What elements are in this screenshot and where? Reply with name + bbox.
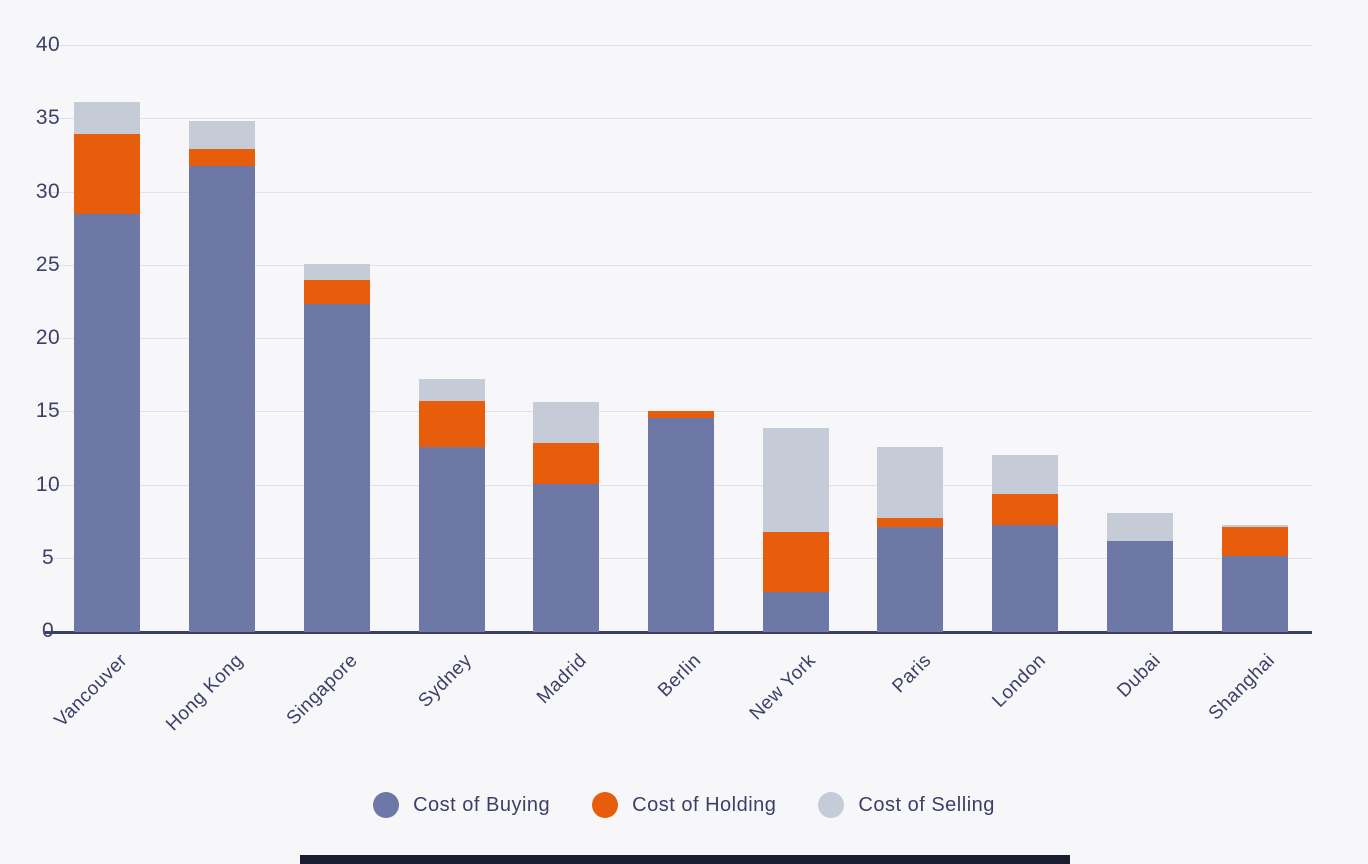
legend-swatch-selling-icon: [818, 792, 845, 818]
bar-segment-buying: [992, 525, 1059, 632]
bar-segment-buying: [762, 592, 829, 632]
legend: Cost of Buying Cost of Holding Cost of S…: [0, 792, 1368, 818]
x-axis-label: Hong Kong: [161, 650, 247, 736]
legend-label-selling: Cost of Selling: [858, 793, 995, 816]
bar-segment-selling: [74, 101, 141, 134]
y-axis-tick-label: 20: [35, 326, 61, 349]
legend-label-buying: Cost of Buying: [413, 793, 551, 816]
bar-segment-buying: [1106, 541, 1173, 632]
x-axis-label: New York: [746, 650, 821, 725]
x-axis-line: [45, 631, 1312, 634]
bar-segment-selling: [992, 454, 1059, 495]
bar-segment-selling: [418, 378, 485, 401]
legend-label-holding: Cost of Holding: [632, 793, 777, 816]
x-axis-label: London: [988, 650, 1051, 712]
gridline: [45, 338, 1312, 339]
bar-segment-buying: [74, 214, 141, 632]
plot-area: Vancouver Hong Kong Singapore Sydney Madrid B…: [45, 45, 1312, 735]
bar-segment-buying: [533, 484, 600, 632]
bar-segment-selling: [877, 447, 944, 518]
bar-segment-holding: [74, 133, 141, 215]
y-axis-tick-label: 10: [35, 472, 61, 496]
bar-segment-holding: [1221, 526, 1288, 556]
legend-swatch-holding-icon: [592, 792, 619, 818]
bar-segment-selling: [1106, 513, 1173, 542]
x-axis-label: Vancouver: [50, 650, 133, 732]
bar-segment-holding: [533, 443, 600, 485]
x-axis-label: Singapore: [282, 650, 362, 730]
y-axis-tick-label: 0: [41, 619, 55, 642]
gridline: [45, 45, 1312, 46]
x-axis-label: Paris: [888, 650, 936, 698]
bar-segment-selling: [533, 402, 600, 444]
gridline: [45, 118, 1312, 120]
bar-segment-buying: [877, 526, 944, 632]
y-axis-tick-label: 25: [35, 252, 61, 276]
x-axis-label: Berlin: [654, 650, 706, 702]
bar-segment-selling: [303, 264, 370, 281]
bar-segment-holding: [303, 280, 370, 304]
bar-segment-holding: [992, 494, 1059, 526]
x-axis-label: Madrid: [533, 650, 592, 709]
bar-segment-holding: [418, 400, 485, 448]
y-axis-tick-label: 15: [35, 399, 61, 423]
bar-segment-holding: [189, 148, 256, 167]
gridline: [45, 264, 1312, 266]
bar-segment-holding: [648, 410, 714, 419]
legend-item-selling: Cost of Selling: [818, 792, 994, 818]
legend-item-buying: Cost of Buying: [373, 792, 550, 818]
y-axis-tick-label: 35: [35, 106, 61, 130]
bottom-bar: [300, 855, 1070, 864]
y-axis-tick-label: 30: [35, 179, 61, 203]
bar-segment-buying: [648, 418, 714, 632]
gridline: [45, 191, 1312, 193]
x-axis-label: Dubai: [1113, 650, 1165, 702]
bar-segment-selling: [189, 120, 256, 149]
y-axis-tick-label: 40: [35, 33, 61, 56]
bar-segment-holding: [762, 532, 829, 593]
bar-segment-buying: [418, 447, 485, 632]
legend-item-holding: Cost of Holding: [592, 792, 776, 818]
bar-segment-holding: [877, 517, 944, 527]
x-axis-label: Shanghai: [1205, 650, 1280, 725]
x-axis-label: Sydney: [414, 650, 477, 712]
bar-segment-selling: [1221, 525, 1288, 527]
legend-swatch-buying-icon: [373, 792, 400, 818]
bar-segment-buying: [1221, 555, 1288, 632]
bar-segment-selling: [762, 428, 829, 533]
y-axis-tick-label: 5: [41, 545, 55, 569]
bar-segment-buying: [189, 166, 256, 632]
bar-segment-buying: [303, 303, 370, 632]
